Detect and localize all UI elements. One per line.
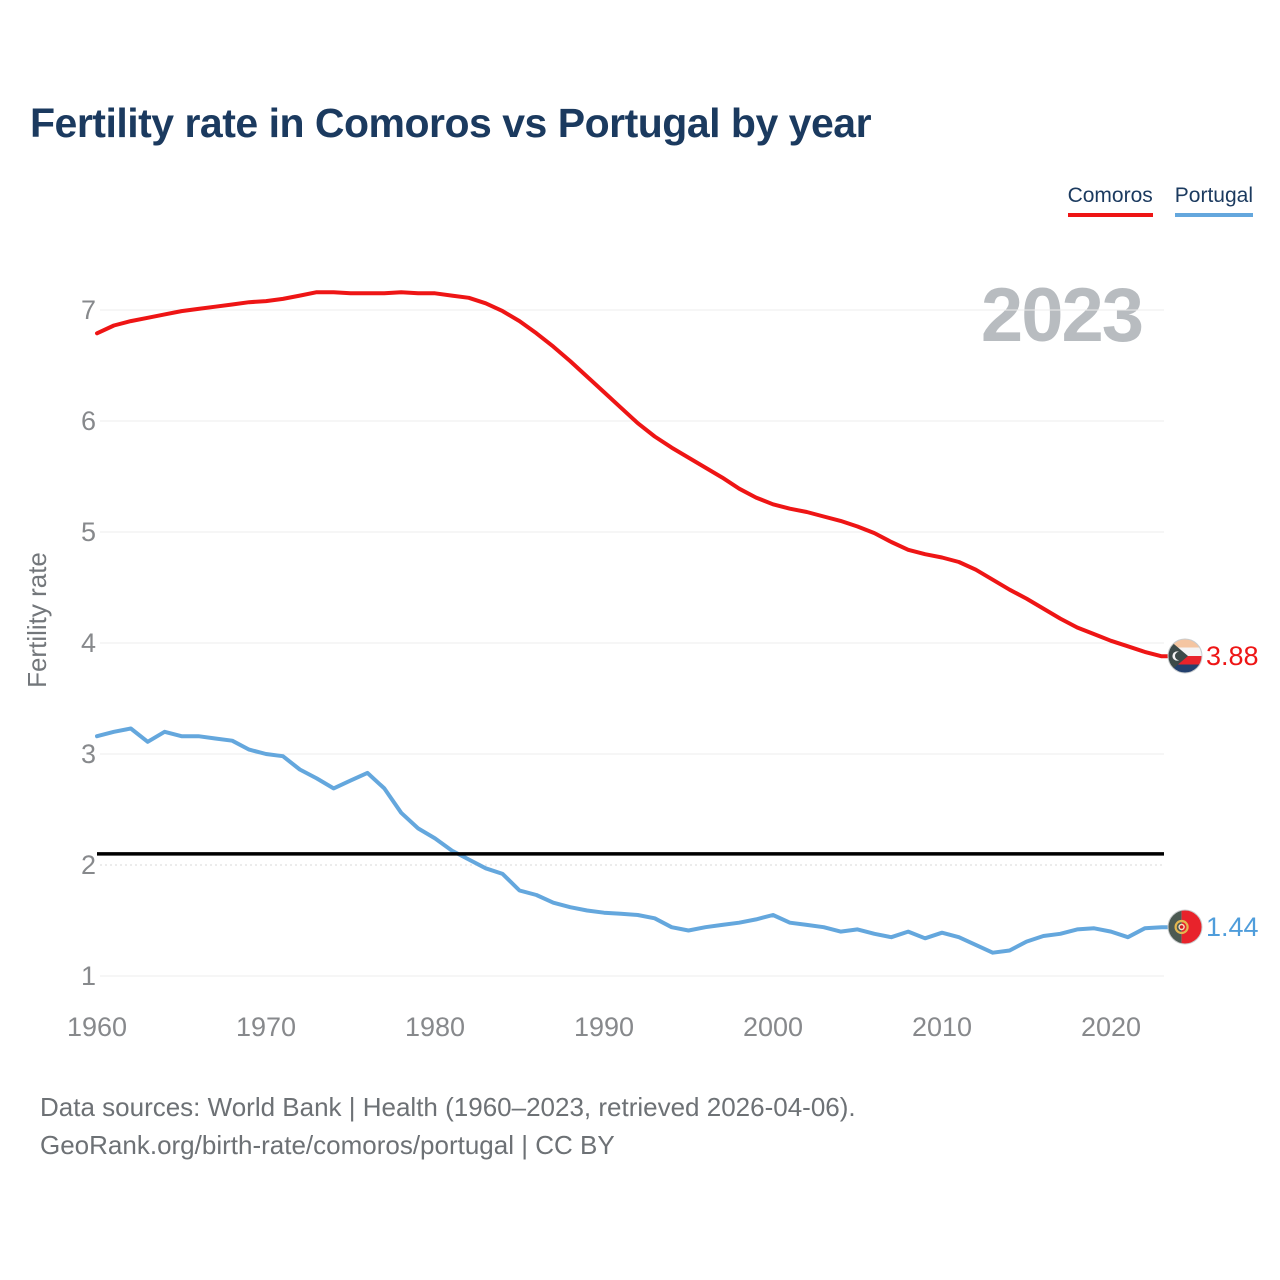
series-line-comoros[interactable] xyxy=(95,290,1169,659)
legend-label-portugal: Portugal xyxy=(1174,184,1253,207)
x-tick-label: 1990 xyxy=(574,1012,634,1042)
comoros-flag-icon xyxy=(1167,638,1203,674)
x-axis-ticks: 1960 1970 1980 1990 2000 2010 2020 xyxy=(67,1012,1141,1042)
legend-item-comoros[interactable]: Comoros xyxy=(1067,184,1153,217)
x-tick-label: 1960 xyxy=(67,1012,127,1042)
legend-label-comoros: Comoros xyxy=(1067,184,1153,207)
page-title: Fertility rate in Comoros vs Portugal by… xyxy=(30,100,872,146)
y-tick-label: 3 xyxy=(81,739,96,769)
y-tick-label: 4 xyxy=(81,628,96,658)
portugal-flag-icon xyxy=(1167,909,1203,945)
attribution-line: GeoRank.org/birth-rate/comoros/portugal … xyxy=(40,1130,615,1160)
x-tick-label: 2000 xyxy=(743,1012,803,1042)
x-tick-label: 2020 xyxy=(1081,1012,1141,1042)
x-tick-label: 1980 xyxy=(405,1012,465,1042)
y-tick-label: 6 xyxy=(81,406,96,436)
y-tick-label: 1 xyxy=(81,961,96,991)
series-line-portugal[interactable] xyxy=(95,726,1169,955)
y-axis-ticks: 7 6 5 4 3 2 1 xyxy=(81,295,96,991)
comoros-end-value: 3.88 xyxy=(1206,641,1259,671)
footer: Data sources: World Bank | Health (1960–… xyxy=(40,1088,856,1164)
y-tick-label: 5 xyxy=(81,517,96,547)
gridlines xyxy=(100,309,1164,977)
y-axis-title: Fertility rate xyxy=(22,552,52,688)
watermark-year: 2023 xyxy=(981,273,1142,358)
x-tick-label: 2010 xyxy=(912,1012,972,1042)
y-tick-label: 7 xyxy=(81,295,96,325)
legend: Comoros Portugal xyxy=(1067,184,1253,217)
series-lines xyxy=(95,290,1169,955)
portugal-end-value: 1.44 xyxy=(1206,912,1259,942)
legend-item-portugal[interactable]: Portugal xyxy=(1174,184,1253,217)
x-tick-label: 1970 xyxy=(236,1012,296,1042)
y-tick-label: 2 xyxy=(81,850,96,880)
data-sources-line: Data sources: World Bank | Health (1960–… xyxy=(40,1092,856,1122)
